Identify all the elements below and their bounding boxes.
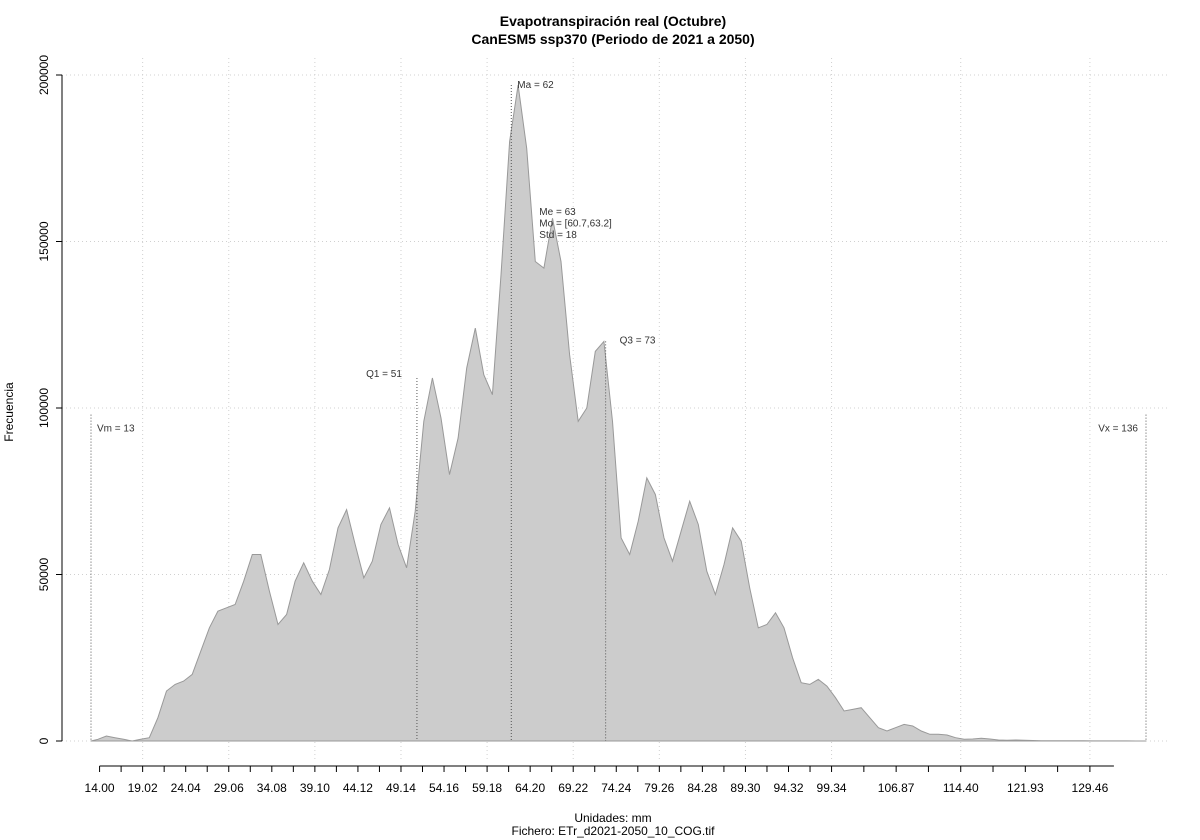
annotation-label: Ma = 62 (517, 80, 554, 91)
y-axis: 0 50000 100000 150000 200000 (37, 55, 63, 744)
chart-title: Evapotranspiración real (Octubre) (500, 13, 726, 29)
annotation-label: Mo = [60.7,63.2] (539, 219, 612, 230)
area-fill (90, 84, 1146, 742)
chart-subtitle: CanESM5 ssp370 (Periodo de 2021 a 2050) (471, 31, 754, 47)
x-tick-label: 129.46 (1072, 781, 1109, 795)
x-axis-label: Unidades: mm (574, 811, 651, 825)
y-tick-label: 100000 (37, 388, 51, 428)
x-tick-label: 94.32 (773, 781, 803, 795)
x-tick-label: 19.02 (128, 781, 158, 795)
y-tick-label: 50000 (37, 557, 51, 591)
x-tick-label: 64.20 (515, 781, 545, 795)
x-tick-label: 54.16 (429, 781, 459, 795)
annotation-label: Vm = 13 (97, 424, 135, 435)
y-tick-label: 0 (37, 737, 51, 744)
x-tick-label: 69.22 (558, 781, 588, 795)
file-label: Fichero: ETr_d2021-2050_10_COG.tif (512, 824, 716, 838)
x-tick-label: 121.93 (1007, 781, 1044, 795)
x-tick-label: 44.12 (343, 781, 373, 795)
x-tick-label: 39.10 (300, 781, 330, 795)
annotation-label: Vx = 136 (1098, 424, 1138, 435)
y-tick-label: 150000 (37, 221, 51, 261)
x-tick-label: 79.26 (644, 781, 674, 795)
y-tick-label: 200000 (37, 55, 51, 95)
annotation-label: Q1 = 51 (366, 369, 402, 380)
annotation-label: Me = 63 (539, 207, 576, 218)
x-tick-label: 74.24 (601, 781, 631, 795)
annotation-label: Q3 = 73 (620, 335, 656, 346)
x-tick-label: 99.34 (817, 781, 847, 795)
x-tick-label: 84.28 (687, 781, 717, 795)
x-tick-label: 29.06 (214, 781, 244, 795)
x-tick-label: 59.18 (472, 781, 502, 795)
y-axis-label: Frecuencia (2, 382, 16, 442)
x-tick-label: 89.30 (730, 781, 760, 795)
area-series (90, 84, 1146, 742)
x-tick-label: 34.08 (257, 781, 287, 795)
x-axis: 14.00 19.02 24.04 29.06 34.08 39.10 44.12 49.14… (85, 765, 1114, 795)
x-tick-label: 106.87 (878, 781, 915, 795)
annotation-label: Std = 18 (539, 230, 577, 241)
x-tick-label: 14.00 (85, 781, 115, 795)
x-tick-label: 114.40 (943, 781, 979, 795)
x-tick-label: 49.14 (386, 781, 416, 795)
x-tick-label: 24.04 (171, 781, 201, 795)
